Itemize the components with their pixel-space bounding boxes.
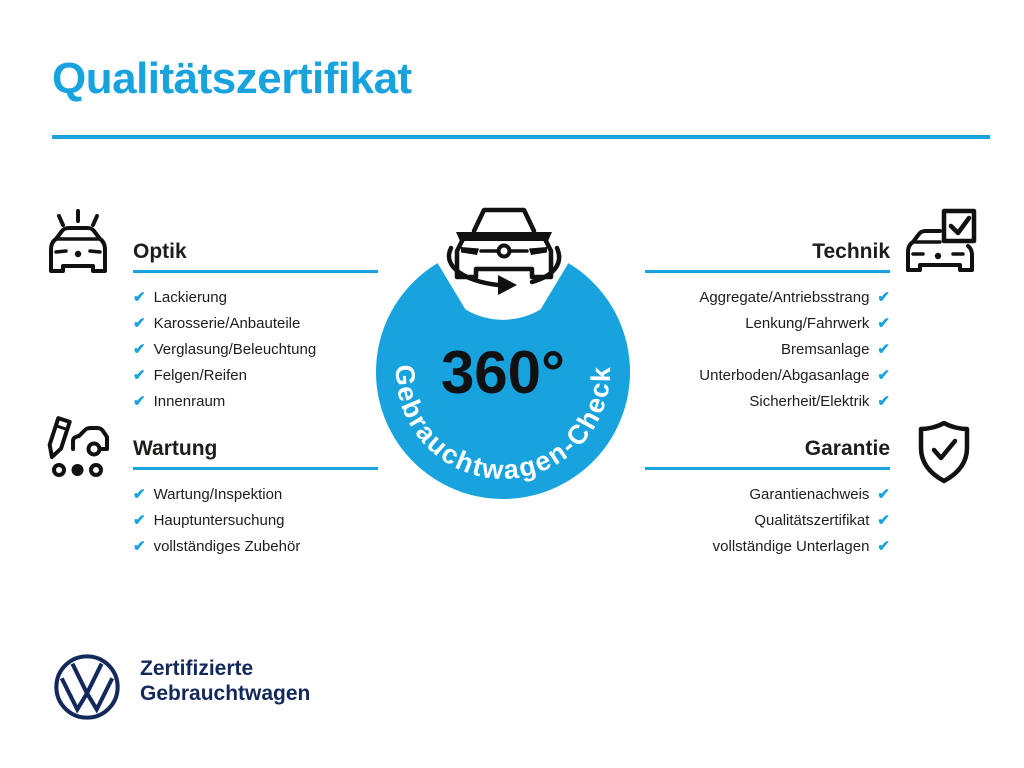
check-icon: ✔	[877, 538, 890, 555]
checklist-item: ✔ Hauptuntersuchung	[133, 512, 433, 529]
checklist-item: Unterboden/Abgasanlage ✔	[590, 367, 890, 384]
checklist-label: Felgen/Reifen	[153, 367, 247, 384]
shield-check-icon	[918, 420, 970, 484]
brand-claim: Zertifizierte Gebrauchtwagen	[140, 656, 310, 706]
360-check-badge: Gebrauchtwagen-Check 360°	[375, 207, 630, 499]
section-divider	[645, 270, 890, 273]
checklist-item: ✔ Felgen/Reifen	[133, 367, 433, 384]
checklist-label: Wartung/Inspektion	[153, 486, 283, 503]
checklist-item: ✔ Verglasung/Beleuchtung	[133, 341, 433, 358]
checklist-item: ✔ Lackierung	[133, 289, 433, 306]
checklist-item: Lenkung/Fahrwerk ✔	[590, 315, 890, 332]
checklist-label: Garantienachweis	[749, 486, 870, 503]
checklist-label: Lackierung	[153, 289, 227, 306]
checklist-label: Verglasung/Beleuchtung	[153, 341, 317, 358]
checklist-item: Sicherheit/Elektrik ✔	[590, 393, 890, 410]
section-title-wartung: Wartung	[133, 437, 218, 460]
car-front-sparkle-icon	[49, 209, 107, 273]
check-icon: ✔	[133, 315, 146, 332]
page-title: Qualitätszertifikat	[52, 54, 412, 103]
check-icon: ✔	[877, 512, 890, 529]
car-rotation-icon	[446, 207, 562, 295]
checklist-label: vollständige Unterlagen	[712, 538, 870, 555]
checklist-label: Aggregate/Antriebsstrang	[699, 289, 870, 306]
checklist-item: ✔ Karosserie/Anbauteile	[133, 315, 433, 332]
pencil-car-dots-icon	[47, 416, 109, 477]
section-title-optik: Optik	[133, 240, 187, 263]
brand-claim-line2: Gebrauchtwagen	[140, 682, 311, 705]
checklist-item: Garantienachweis ✔	[590, 486, 890, 503]
checklist-garantie: Garantienachweis ✔ Qualitätszertifikat ✔ v…	[590, 486, 890, 555]
badge-ring	[375, 263, 630, 499]
checklist-optik: ✔ Lackierung ✔ Karosserie/Anbauteile ✔ Verg…	[133, 289, 433, 410]
check-icon: ✔	[133, 512, 146, 529]
check-icon: ✔	[877, 315, 890, 332]
checklist-wartung: ✔ Wartung/Inspektion ✔ Hauptuntersuchung ✔…	[133, 486, 433, 555]
checklist-label: Sicherheit/Elektrik	[749, 393, 870, 410]
checklist-label: Lenkung/Fahrwerk	[745, 315, 870, 332]
check-icon: ✔	[133, 341, 146, 358]
check-icon: ✔	[133, 393, 146, 410]
checklist-item: ✔ Innenraum	[133, 393, 433, 410]
checklist-label: vollständiges Zubehör	[153, 538, 301, 555]
check-icon: ✔	[133, 367, 146, 384]
section-divider	[645, 467, 890, 470]
checklist-item: Qualitätszertifikat ✔	[590, 512, 890, 529]
title-divider	[52, 135, 990, 139]
check-icon: ✔	[877, 341, 890, 358]
car-checkbox-icon	[906, 208, 977, 272]
check-icon: ✔	[877, 486, 890, 503]
checklist-item: ✔ Wartung/Inspektion	[133, 486, 433, 503]
checklist-label: Unterboden/Abgasanlage	[699, 367, 870, 384]
checklist-item: ✔ vollständiges Zubehör	[133, 538, 433, 555]
checklist-label: Bremsanlage	[781, 341, 870, 358]
check-icon: ✔	[133, 289, 146, 306]
checklist-label: Hauptuntersuchung	[153, 512, 285, 529]
section-title-technik: Technik	[812, 240, 890, 263]
checklist-item: Aggregate/Antriebsstrang ✔	[590, 289, 890, 306]
check-icon: ✔	[133, 486, 146, 503]
checklist-label: Qualitätszertifikat	[754, 512, 870, 529]
badge-value: 360°	[441, 339, 565, 406]
checklist-label: Innenraum	[153, 393, 226, 410]
checklist-technik: Aggregate/Antriebsstrang ✔ Lenkung/Fahrwe…	[590, 289, 890, 410]
checklist-item: Bremsanlage ✔	[590, 341, 890, 358]
check-icon: ✔	[877, 367, 890, 384]
check-icon: ✔	[133, 538, 146, 555]
checklist-label: Karosserie/Anbauteile	[153, 315, 301, 332]
vw-logo-icon	[54, 654, 120, 720]
section-divider	[133, 270, 378, 273]
check-icon: ✔	[877, 289, 890, 306]
check-icon: ✔	[877, 393, 890, 410]
section-title-garantie: Garantie	[804, 437, 890, 460]
brand-claim-line1: Zertifizierte	[140, 657, 254, 680]
section-divider	[133, 467, 378, 470]
checklist-item: vollständige Unterlagen ✔	[590, 538, 890, 555]
